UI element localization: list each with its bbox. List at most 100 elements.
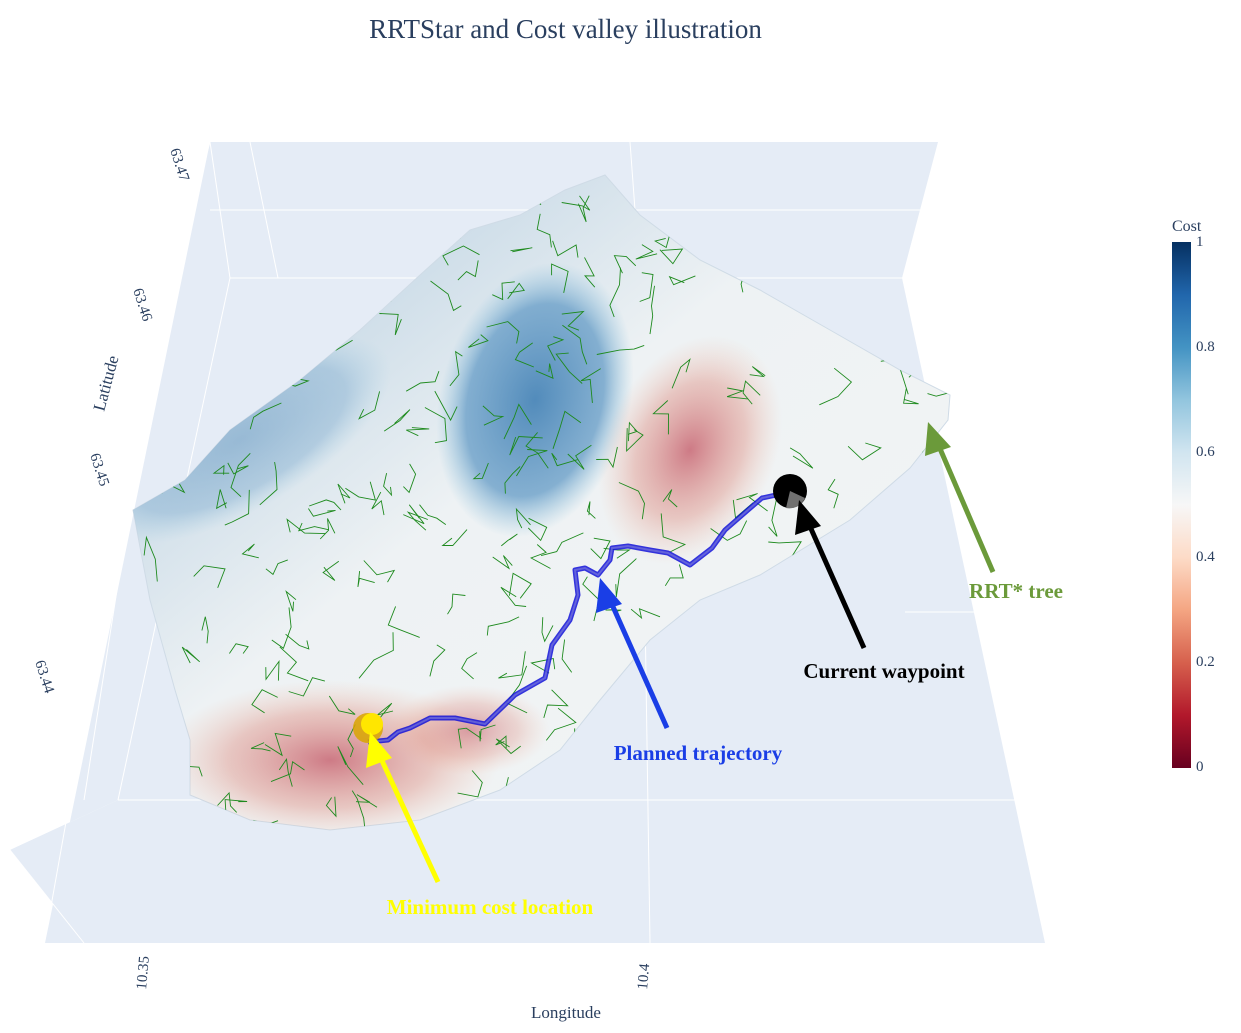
rrt-branch — [270, 761, 305, 783]
3d-scene[interactable]: 63.47 63.46 63.45 63.44 Latitude 10.35 1… — [0, 0, 1160, 1033]
rrt-branch — [278, 757, 293, 787]
rrt-branch — [596, 446, 618, 469]
rrt-branch — [371, 491, 385, 516]
rrt-branch — [319, 518, 336, 540]
colorbar: Cost 1 0.8 0.6 0.4 0.2 0 — [1160, 218, 1240, 778]
rrt-branch — [660, 513, 687, 553]
rrt-branch — [613, 255, 637, 274]
annotation-minimum-cost-text: Minimum cost location — [387, 895, 594, 919]
rrt-branch — [383, 473, 393, 497]
rrt-branch — [584, 257, 596, 288]
rrt-branch — [405, 371, 440, 392]
rrt-branch — [328, 695, 356, 715]
rrt-branch — [486, 616, 520, 636]
rrt-branch — [379, 313, 402, 336]
x-tick-10-35: 10.35 — [134, 955, 153, 990]
rrt-branch — [536, 213, 552, 248]
rrt-branch — [927, 378, 950, 397]
rrt-branch — [492, 555, 513, 570]
rrt-branch — [224, 489, 250, 526]
rrt-branch — [827, 478, 839, 509]
colorbar-tick-0-8: 0.8 — [1196, 339, 1215, 355]
left-wall — [10, 142, 230, 943]
y-tick-63-46: 63.46 — [129, 286, 155, 324]
rrt-branch — [903, 388, 919, 405]
rrt-branch — [406, 427, 430, 437]
rrt-branch — [789, 447, 814, 469]
rrt-branch — [325, 796, 337, 818]
colorbar-gradient — [1172, 242, 1191, 768]
rrt-branch — [308, 508, 336, 517]
rrt-branch — [749, 366, 766, 378]
rrt-branch — [525, 432, 549, 469]
rrt-branch — [609, 267, 621, 318]
y-axis-title: Latitude — [90, 353, 123, 413]
rrt-branch — [227, 462, 249, 475]
rrt-branch — [630, 608, 661, 620]
rrt-branch — [447, 593, 466, 615]
rrt-branch — [265, 559, 288, 576]
rrt-branch — [927, 185, 941, 221]
rrt-branch — [543, 689, 569, 719]
y-tick-63-47: 63.47 — [166, 146, 192, 184]
rrt-branch — [264, 732, 292, 757]
colorbar-tick-1: 1 — [1196, 234, 1204, 250]
rrt-branch — [627, 421, 638, 442]
rrt-branch — [383, 409, 411, 432]
rrt-branch — [541, 617, 554, 643]
rrt-branch — [596, 344, 645, 355]
rrt-branch — [639, 272, 654, 302]
rrt-branch — [580, 368, 601, 403]
rrt-branch — [449, 350, 463, 387]
annotation-rrt-tree: RRT* tree — [925, 422, 1063, 603]
rrt-branch — [507, 282, 525, 300]
rrt-branch — [668, 275, 696, 286]
rrt-branch — [768, 497, 778, 537]
rrt-branch — [468, 334, 489, 348]
rrt-branch — [215, 489, 228, 510]
rrt-branch — [514, 342, 534, 368]
x-tick-10-4: 10.4 — [635, 962, 653, 990]
rrt-branch — [914, 276, 932, 290]
annotation-minimum-cost: Minimum cost location — [366, 732, 594, 919]
rrt-branch — [527, 517, 548, 542]
rrt-branch — [498, 651, 526, 679]
rrt-branch — [424, 407, 447, 444]
rrt-branch — [500, 586, 527, 607]
rrt-branch — [441, 529, 468, 546]
rrt-branch — [457, 260, 479, 281]
rrt-branch — [461, 652, 478, 680]
rrt-branch — [271, 607, 292, 650]
rrt-branch — [403, 504, 425, 525]
rrt-branch — [298, 522, 329, 532]
rrt-branch — [515, 507, 531, 529]
annotation-current-waypoint: Current waypoint — [795, 500, 965, 683]
annotation-planned-trajectory: Planned trajectory — [596, 578, 783, 765]
x-axis-title: Longitude — [531, 1003, 601, 1022]
rrt-branch — [217, 791, 238, 813]
rrt-branch — [768, 541, 802, 561]
rrt-branch — [434, 390, 458, 422]
rrt-branch — [429, 644, 446, 677]
rrt-branch — [201, 616, 209, 644]
rrt-branch — [508, 572, 532, 599]
minimum-cost-marker[interactable] — [353, 713, 383, 743]
rrt-branch — [635, 244, 658, 260]
rrt-branch — [664, 564, 684, 587]
colorbar-title: Cost — [1172, 218, 1202, 235]
rrt-branch — [322, 560, 340, 581]
rrt-branch — [279, 646, 309, 682]
rrt-branch — [249, 402, 282, 430]
rrt-branch — [457, 727, 482, 749]
rrt-branch — [495, 738, 521, 755]
rrt-branch — [212, 464, 230, 475]
rrt-branch — [649, 285, 655, 335]
rrt-branch — [509, 436, 543, 456]
rrt-branch — [347, 724, 356, 758]
rrt-branch — [363, 560, 396, 583]
rrt-branch — [285, 633, 310, 650]
rrt-branch — [419, 504, 447, 525]
annotation-current-waypoint-text: Current waypoint — [803, 659, 964, 683]
rrt-branch — [567, 444, 592, 470]
rrt-branch — [286, 518, 326, 535]
